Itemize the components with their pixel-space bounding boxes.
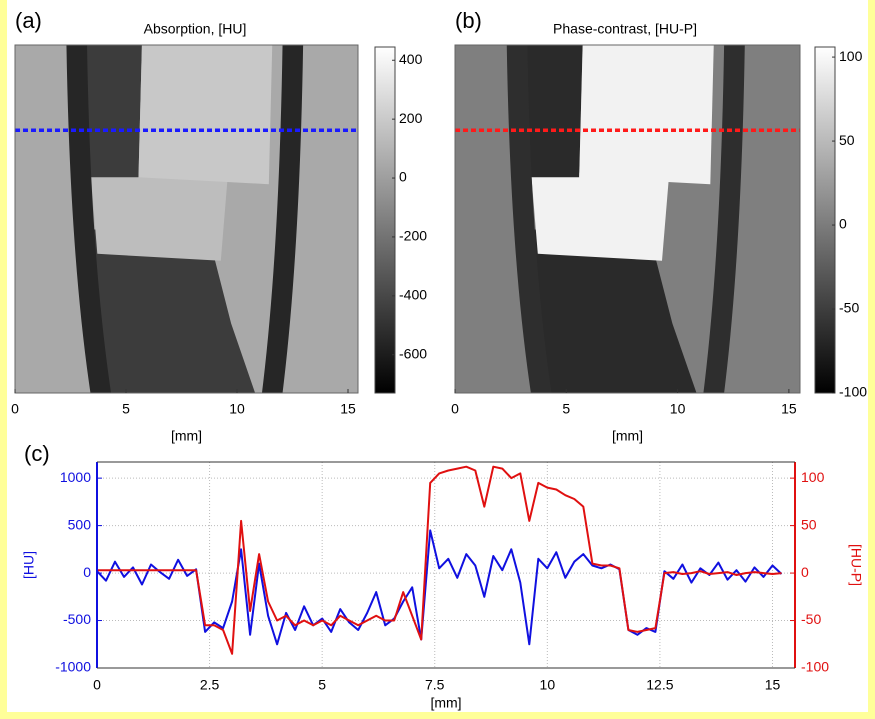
x-tick-label: 10 [670,401,686,417]
tube-wall [506,45,552,393]
x-tick-label: 2.5 [200,677,220,693]
image-frame [454,44,801,394]
chart-title: Absorption, [HU] [144,21,247,37]
tube-wall [703,45,745,393]
x-tick-label: 5 [562,401,570,417]
colorbar [814,46,836,394]
x-tick-label: 15 [340,401,356,417]
x-tick-label: 10 [229,401,245,417]
colorbar-tick-label: -200 [399,228,427,244]
tube-wall [261,45,304,393]
image-region [579,45,714,185]
colorbar-tick-label: 0 [839,216,847,232]
y2-tick-label: 0 [801,564,809,580]
y2-tick-label: -100 [801,659,829,675]
colorbar-tick-label: -600 [399,345,427,361]
colorbar-tick-label: 100 [839,48,863,64]
y-tick-label: 500 [68,516,92,532]
panel-label: (a) [15,8,42,33]
x-tick-label: 5 [122,401,130,417]
image-frame [14,44,359,394]
figure: (a) Absorption, [HU] [mm] 0 5 10 15 -600 -400 -20… [7,0,868,712]
y2-tick-label: 100 [801,469,825,485]
y2-axis-label: [HU-P] [848,544,864,586]
colorbar-tick-label: 0 [399,169,407,185]
colorbar-tick-label: -400 [399,287,427,303]
y2-tick-label: -50 [801,611,821,627]
colorbar-tick-label: 50 [839,132,855,148]
y-tick-label: -500 [63,611,91,627]
image-region [138,45,273,185]
image-region [90,170,228,261]
y-axis-label: [HU] [21,551,37,579]
image-region [90,229,256,393]
x-tick-label: 15 [781,401,797,417]
x-tick-label: 0 [451,401,459,417]
panel-label: (c) [24,441,50,466]
x-axis-label: [mm] [171,428,202,444]
y-tick-label: -1000 [55,659,91,675]
x-tick-label: 7.5 [425,677,445,693]
y2-tick-label: 50 [801,516,817,532]
image-region [83,45,142,178]
y-tick-label: 1000 [60,469,91,485]
x-tick-label: 12.5 [646,677,673,693]
colorbar-tick-label: -50 [839,300,859,316]
image-region [530,170,669,261]
colorbar [374,46,396,394]
image-region [530,229,697,393]
image-region [524,45,583,178]
ct-image [15,45,358,393]
panel-label: (b) [455,8,482,33]
x-tick-label: 15 [765,677,781,693]
y-tick-label: 0 [83,564,91,580]
x-tick-label: 10 [540,677,556,693]
chart-title: Phase-contrast, [HU-P] [553,21,697,37]
data-line [97,465,782,655]
colorbar-tick-label: 400 [399,51,423,67]
colorbar-tick-label: 200 [399,110,423,126]
x-axis-label: [mm] [430,695,461,711]
x-tick-label: 0 [11,401,19,417]
x-tick-label: 0 [93,677,101,693]
tube-wall [66,45,112,393]
x-axis-label: [mm] [612,428,643,444]
colorbar-tick-label: -100 [839,384,867,400]
ct-image [455,45,800,393]
x-tick-label: 5 [318,677,326,693]
